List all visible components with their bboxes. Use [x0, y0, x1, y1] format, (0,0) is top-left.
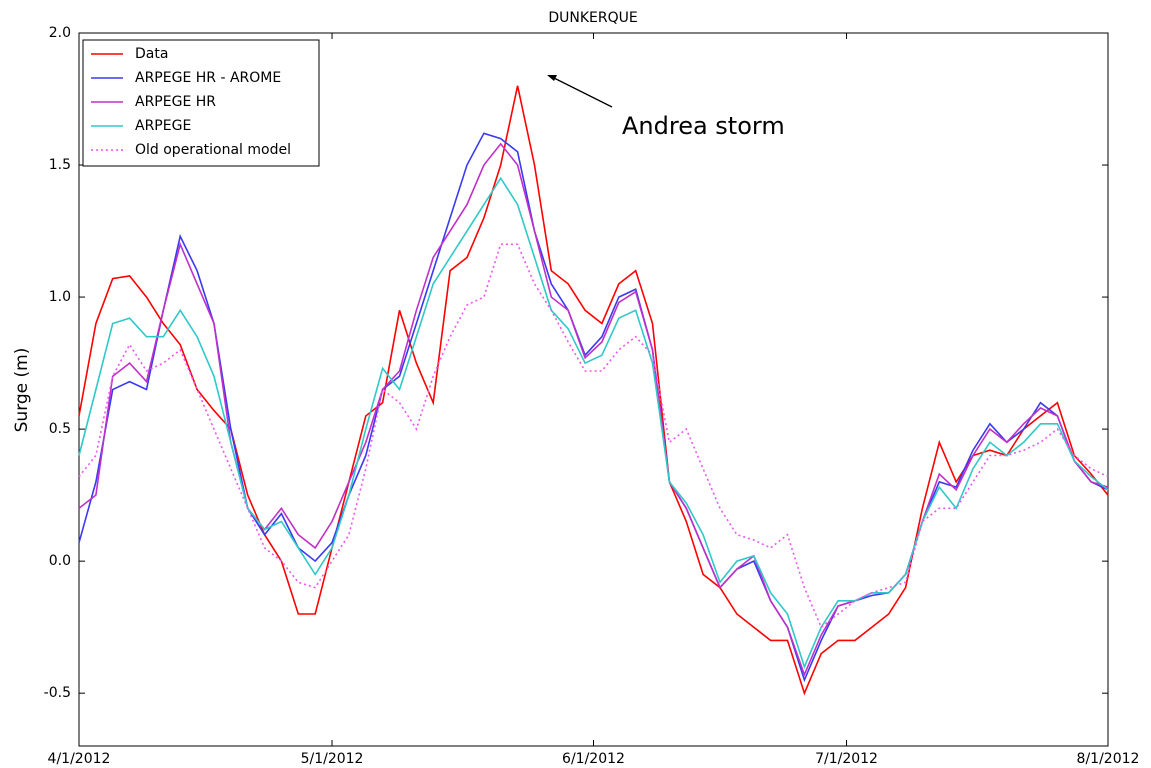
chart-title: DUNKERQUE	[548, 10, 637, 26]
series-line	[78, 176, 1109, 670]
annotation-arrowhead	[547, 75, 557, 81]
annotation-arrow	[551, 76, 613, 108]
x-tick-label: 7/1/2012	[815, 751, 878, 767]
y-tick-label: 0.5	[49, 421, 71, 437]
legend-label: ARPEGE HR	[135, 94, 216, 110]
x-tick-label: 5/1/2012	[301, 751, 364, 767]
y-tick-label: 2.0	[49, 25, 71, 41]
y-axis-label: Surge (m)	[12, 348, 32, 433]
y-tick-label: 1.0	[49, 289, 71, 305]
annotation: Andrea storm	[622, 112, 785, 140]
series-line	[78, 85, 1109, 696]
y-tick-label: 0.0	[49, 553, 71, 569]
legend-label: ARPEGE HR - AROME	[135, 70, 281, 86]
x-tick-label: 4/1/2012	[48, 751, 111, 767]
legend-box	[82, 39, 320, 167]
y-tick-label: -0.5	[44, 685, 71, 701]
y-tick-label: 1.5	[49, 157, 71, 173]
x-tick-label: 8/1/2012	[1077, 751, 1140, 767]
legend-label: Data	[135, 46, 168, 62]
legend-label: ARPEGE	[135, 118, 191, 134]
legend-label: Old operational model	[135, 142, 291, 158]
x-tick-label: 6/1/2012	[562, 751, 625, 767]
